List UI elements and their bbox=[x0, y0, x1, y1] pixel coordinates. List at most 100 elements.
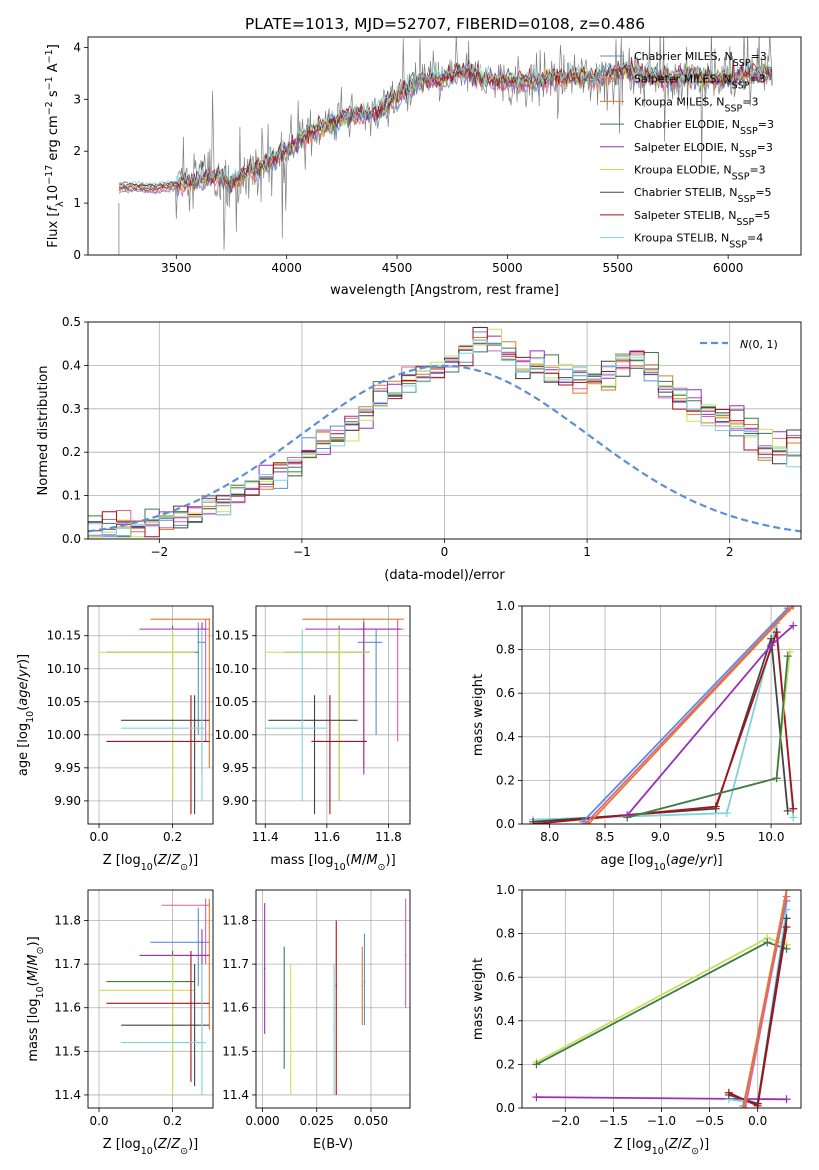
age-vs-mass-point-kroupa-stelib bbox=[301, 727, 304, 730]
weight-vs-age-marker-kroupa-stelib bbox=[722, 809, 731, 818]
mass-vs-Z-ytick-label: 11.7 bbox=[54, 957, 81, 971]
weight-vs-age-xtick-label: 9.5 bbox=[706, 830, 725, 844]
weight-vs-age-xtick-label: 8.0 bbox=[540, 830, 559, 844]
weight-vs-age-marker-kroupa-stelib bbox=[789, 813, 798, 822]
weight-vs-Z-line-salpeter-elodie bbox=[536, 1096, 787, 1101]
age-vs-Z-point-kroupa-elodie bbox=[171, 651, 174, 654]
weight-vs-age-marker-chabrier-elodie bbox=[772, 774, 781, 783]
weight-vs-age-panel: 8.0 8.5 9.0 9.5 10.0 0.0 0.2 0.4 0.6 0.8 1.0 age [l… bbox=[471, 599, 802, 873]
spectrum-panel: 3500 4000 4500 5000 5500 6000 0 1 2 3 4 Chabrier MI… bbox=[44, 36, 802, 298]
spectrum-xtick-label: 6000 bbox=[713, 261, 744, 275]
weight-vs-age-xtick-label: 9.0 bbox=[651, 830, 670, 844]
spectrum-frame bbox=[87, 36, 802, 256]
mass-vs-ebv-xtick-label: 0.000 bbox=[245, 1114, 279, 1128]
mass-vs-Z-point-salpeter-stelib bbox=[190, 1002, 192, 1005]
age-vs-mass-point-salpeter-elodie bbox=[362, 628, 365, 631]
normal-curve bbox=[88, 364, 801, 533]
weight-vs-Z-line-kroupa-miles bbox=[742, 890, 788, 1108]
weight_vs_Z-frame bbox=[521, 889, 802, 1109]
weight-vs-Z-ytick-label: 0.2 bbox=[496, 1057, 515, 1071]
residuals-ytick-label: 0.1 bbox=[62, 489, 81, 503]
mass-vs-Z-xtick-label: 0.0 bbox=[89, 1114, 108, 1128]
weight-vs-Z-ytick-label: 1.0 bbox=[496, 883, 515, 897]
age-vs-Z-xtick-label: 0.2 bbox=[163, 830, 182, 844]
weight-vs-age-ytick-label: 0.2 bbox=[496, 773, 515, 787]
histogram-step-chabrier-stelib bbox=[88, 342, 801, 530]
age_vs_mass-frame bbox=[255, 605, 411, 825]
mass-vs-ebv-ytick-label: 11.7 bbox=[222, 957, 249, 971]
weight-vs-age-marker-salpeter-stelib bbox=[711, 802, 720, 811]
mass-vs-Z-xtick-label: 0.2 bbox=[163, 1114, 182, 1128]
figure-title: PLATE=1013, MJD=52707, FIBERID=0108, z=0… bbox=[245, 15, 645, 33]
mass_vs_Z-frame bbox=[87, 889, 214, 1109]
spectrum-xtick-label: 4500 bbox=[382, 261, 413, 275]
weight-vs-metallicity-panel: −2.0 −1.5 −1.0 −0.5 0.0 0.0 0.2 0.4 0.6 0.8 1.0 Z [… bbox=[471, 883, 802, 1157]
weight-vs-age-line-kroupa-stelib bbox=[533, 623, 795, 821]
legend-label-kroupa-miles: Kroupa MILES, NSSP=3 bbox=[634, 95, 758, 114]
mass-vs-Z-point-salpeter-miles bbox=[204, 904, 207, 907]
legend-label-salpeter-elodie: Salpeter ELODIE, NSSP=3 bbox=[634, 141, 773, 160]
spectrum-ytick-label: 0 bbox=[73, 248, 81, 262]
legend-label-salpeter-miles: Salpeter MILES, NSSP=3 bbox=[634, 73, 766, 92]
mass-vs-ebv-point-salpeter-stelib bbox=[335, 985, 338, 987]
age-vs-Z-xlabel: Z [log10(Z/Z⊙)] bbox=[103, 853, 198, 873]
residuals-ytick-label: 0.2 bbox=[62, 445, 81, 459]
weight-vs-age-ytick-label: 0.4 bbox=[496, 730, 515, 744]
age_vs_Z-frame bbox=[87, 605, 214, 825]
weight-vs-Z-marker-chabrier-elodie bbox=[763, 938, 772, 947]
residual-histogram-panel: −2 −1 0 1 2 0.0 0.1 0.2 0.3 0.4 0.5 N(0, 1) (data-mo… bbox=[36, 315, 802, 583]
age-vs-mass-point-kroupa-miles bbox=[362, 618, 365, 621]
age-vs-mass-xlabel: mass [log10(M/M⊙)] bbox=[270, 853, 395, 873]
weight-vs-Z-xtick-label: −1.0 bbox=[647, 1114, 676, 1128]
residuals-xtick-label: 0 bbox=[441, 545, 449, 559]
residuals-xtick-label: −2 bbox=[150, 545, 168, 559]
residuals-ytick-label: 0.3 bbox=[62, 402, 81, 416]
residuals-xtick-label: 2 bbox=[726, 545, 734, 559]
age-vs-Z-point-kroupa-stelib bbox=[201, 727, 203, 730]
weight-vs-age-marker-salpeter-stelib bbox=[772, 628, 781, 637]
weight-vs-Z-marker-salpeter-miles bbox=[741, 1104, 750, 1108]
weight-vs-age-ytick-label: 0.0 bbox=[496, 817, 515, 831]
mass-vs-Z-point-kroupa-stelib bbox=[201, 1041, 203, 1044]
weight-vs-Z-marker-kroupa-miles bbox=[782, 890, 791, 894]
weight-vs-Z-ytick-label: 0.8 bbox=[496, 927, 515, 941]
age-vs-Z-point-kroupa-miles bbox=[208, 618, 211, 621]
mass-vs-Z-ylabel: mass [log10(M/M⊙)] bbox=[26, 936, 46, 1061]
mass-vs-Z-point-salpeter-elodie bbox=[201, 954, 203, 957]
age-vs-Z-ylabel: age [log10(age/yr)] bbox=[16, 654, 36, 776]
mass-vs-ebv-point-salpeter-miles bbox=[404, 954, 407, 957]
age-vs-mass-panel: 11.4 11.6 11.8 9.90 9.95 10.00 10.05 10.10 10.15… bbox=[215, 605, 411, 873]
mass-vs-ebv-xlabel: E(B-V) bbox=[313, 1137, 353, 1152]
spectrum-xtick-label: 5500 bbox=[603, 261, 634, 275]
weight-vs-Z-marker-salpeter-elodie bbox=[782, 1095, 791, 1104]
weight-vs-Z-xlabel: Z [log10(Z/Z⊙)] bbox=[614, 1137, 709, 1157]
weight-vs-Z-marker-chabrier-stelib bbox=[782, 914, 791, 923]
weight-vs-age-line-salpeter-stelib bbox=[533, 631, 795, 824]
age-vs-Z-point-chabrier-miles bbox=[197, 641, 200, 644]
weight-vs-age-ylabel: mass weight bbox=[471, 674, 486, 756]
weight-vs-Z-xtick-label: −0.5 bbox=[695, 1114, 724, 1128]
age-vs-mass-ytick-label: 10.10 bbox=[215, 662, 249, 676]
mass-vs-Z-xlabel: Z [log10(Z/Z⊙)] bbox=[103, 1137, 198, 1157]
weight-vs-age-marker-salpeter-elodie bbox=[767, 641, 776, 650]
weight-vs-age-marker-salpeter-elodie bbox=[789, 621, 798, 630]
age-vs-Z-ytick-label: 10.05 bbox=[47, 695, 81, 709]
weight-vs-Z-marker-chabrier-elodie bbox=[532, 1060, 541, 1069]
weight-vs-Z-marker-salpeter-stelib bbox=[753, 1101, 762, 1108]
spectrum-xtick-label: 5000 bbox=[492, 261, 523, 275]
age-vs-mass-xtick-label: 11.8 bbox=[375, 830, 402, 844]
spectrum-ytick-label: 1 bbox=[73, 196, 81, 210]
weight-vs-age-xtick-label: 10.0 bbox=[758, 830, 785, 844]
legend-label-chabrier-stelib: Chabrier STELIB, NSSP=5 bbox=[634, 186, 772, 205]
weight-vs-age-marker-chabrier-stelib bbox=[783, 806, 792, 815]
mass-vs-ebv-point-salpeter-elodie bbox=[263, 967, 266, 970]
age-vs-mass-point-kroupa-elodie bbox=[338, 651, 341, 654]
residuals-ytick-label: 0.0 bbox=[62, 532, 81, 546]
legend-label-normal: N(0, 1) bbox=[740, 338, 778, 351]
weight-vs-age-line-kroupa-elodie bbox=[626, 651, 791, 819]
weight-vs-Z-line-salpeter-miles bbox=[744, 896, 788, 1108]
weight-vs-age-ytick-label: 0.8 bbox=[496, 643, 515, 657]
mass-vs-ebv-point-kroupa-elodie bbox=[289, 1028, 292, 1031]
mass-vs-ebv-panel: 0.000 0.025 0.050 11.4 11.5 11.6 11.7 11.8 E(B-V… bbox=[222, 889, 411, 1152]
